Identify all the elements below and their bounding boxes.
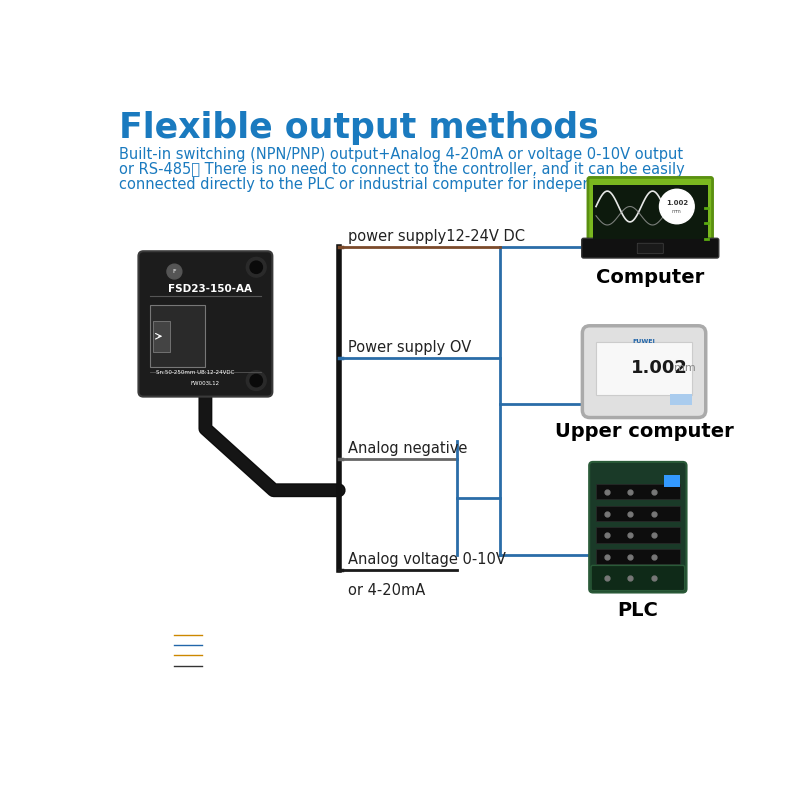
Text: Power supply OV: Power supply OV: [348, 340, 471, 354]
FancyBboxPatch shape: [638, 243, 663, 254]
FancyBboxPatch shape: [153, 321, 170, 352]
Circle shape: [250, 374, 262, 386]
FancyBboxPatch shape: [596, 570, 680, 586]
Text: 1.002: 1.002: [631, 359, 688, 377]
FancyBboxPatch shape: [596, 506, 680, 521]
Text: Upper computer: Upper computer: [554, 422, 734, 442]
FancyBboxPatch shape: [582, 326, 706, 418]
Text: power supply12-24V DC: power supply12-24V DC: [348, 229, 525, 244]
Text: or RS-485， There is no need to connect to the controller, and it can be easily: or RS-485， There is no need to connect t…: [118, 162, 684, 177]
Text: FW003L12: FW003L12: [191, 381, 220, 386]
FancyBboxPatch shape: [589, 462, 686, 593]
FancyBboxPatch shape: [664, 475, 680, 487]
Text: 1.002: 1.002: [666, 201, 688, 206]
FancyBboxPatch shape: [596, 342, 692, 394]
Text: Sn:50-250mm UB:12-24VDC: Sn:50-250mm UB:12-24VDC: [156, 370, 234, 375]
Text: Analog voltage 0-10V: Analog voltage 0-10V: [348, 552, 506, 567]
FancyBboxPatch shape: [596, 527, 680, 542]
Circle shape: [167, 264, 182, 279]
Text: mm: mm: [674, 363, 696, 373]
Text: PLC: PLC: [618, 601, 658, 620]
Text: F: F: [173, 269, 176, 274]
Text: Computer: Computer: [596, 269, 704, 287]
FancyBboxPatch shape: [596, 549, 680, 564]
FancyBboxPatch shape: [150, 306, 206, 367]
FancyBboxPatch shape: [670, 394, 692, 406]
Text: Built-in switching (NPN/PNP) output+Analog 4-20mA or voltage 0-10V output: Built-in switching (NPN/PNP) output+Anal…: [118, 146, 682, 162]
FancyBboxPatch shape: [138, 251, 272, 397]
Circle shape: [246, 258, 266, 277]
Text: mm: mm: [672, 209, 682, 214]
FancyBboxPatch shape: [591, 566, 685, 590]
Text: FUWEI: FUWEI: [633, 339, 655, 344]
Text: FSD23-150-AA: FSD23-150-AA: [168, 284, 252, 294]
Circle shape: [246, 370, 266, 390]
Text: Analog negative: Analog negative: [348, 442, 467, 456]
FancyBboxPatch shape: [596, 484, 680, 499]
FancyBboxPatch shape: [588, 178, 713, 243]
Text: Flexible output methods: Flexible output methods: [118, 111, 598, 146]
Circle shape: [659, 190, 694, 224]
FancyBboxPatch shape: [593, 186, 708, 238]
Text: connected directly to the PLC or industrial computer for independent work.: connected directly to the PLC or industr…: [118, 178, 670, 192]
Text: or 4-20mA: or 4-20mA: [348, 582, 426, 598]
Circle shape: [250, 261, 262, 274]
FancyBboxPatch shape: [582, 238, 718, 258]
